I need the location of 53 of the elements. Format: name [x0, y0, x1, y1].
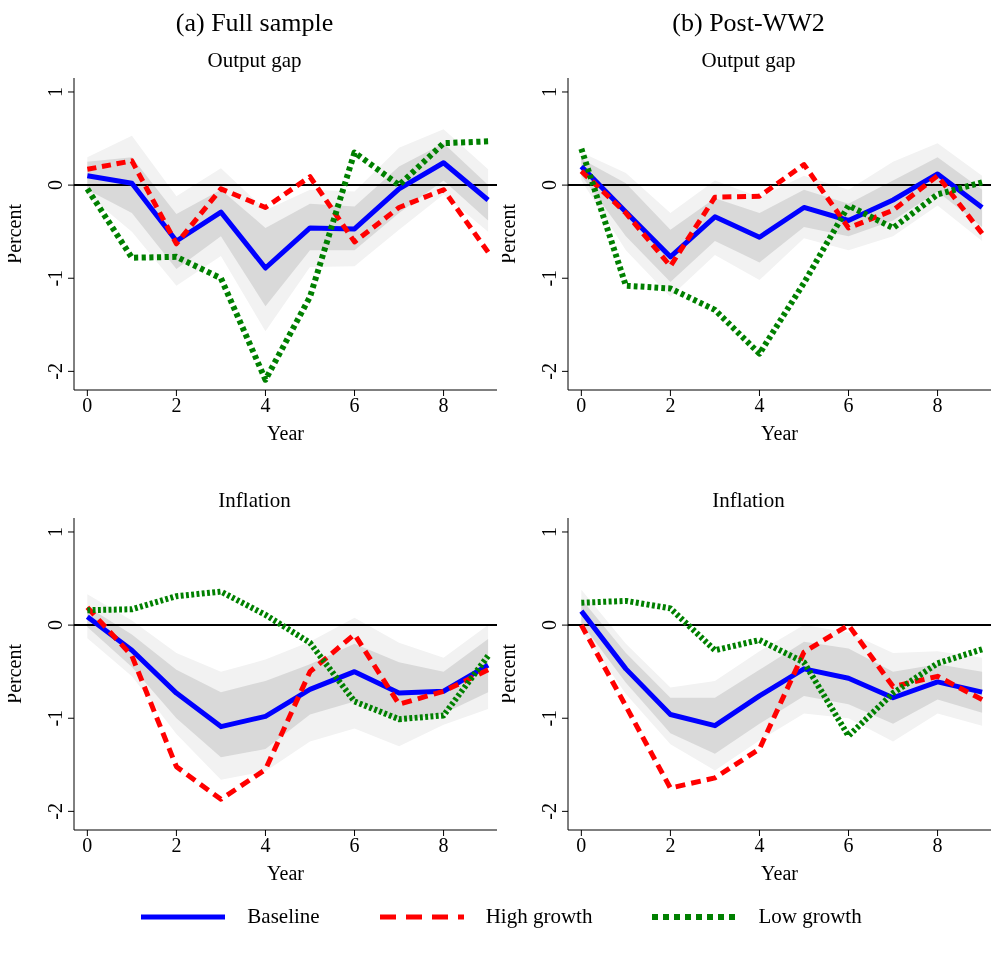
y-tick-label: -2	[538, 803, 560, 820]
x-axis-title: Year	[267, 862, 305, 884]
y-axis-title: Percent	[497, 643, 520, 704]
chart-title: Inflation	[217, 488, 292, 514]
chart-subtitle: (b) Post-WW2	[671, 8, 826, 39]
x-tick-label: 6	[843, 394, 854, 417]
x-tick-label: 8	[932, 394, 943, 417]
y-tick-label: -2	[44, 363, 66, 380]
x-tick-label: 4	[260, 834, 271, 857]
y-axis-title: Percent	[3, 203, 26, 264]
y-tick-label: -2	[44, 803, 66, 820]
x-tick-label: 4	[754, 834, 765, 857]
y-tick-label: -1	[538, 709, 560, 727]
x-tick-label: 2	[665, 394, 676, 417]
y-axis-title: Percent	[497, 203, 520, 264]
y-axis-title: Percent	[3, 643, 26, 704]
y-tick-label: -2	[538, 363, 560, 380]
x-axis-title: Year	[761, 862, 799, 884]
y-tick-label: 0	[538, 180, 560, 191]
y-tick-label: 1	[44, 526, 66, 537]
y-tick-label: 0	[44, 180, 66, 191]
legend-label: Baseline	[247, 904, 320, 929]
y-tick-label: -1	[44, 269, 66, 287]
y-tick-label: 0	[538, 620, 560, 631]
y-tick-label: 1	[538, 86, 560, 97]
chart-title: Inflation	[711, 488, 786, 514]
x-tick-label: 0	[82, 834, 93, 857]
x-tick-label: 6	[349, 394, 360, 417]
x-tick-label: 8	[932, 834, 943, 857]
x-tick-label: 2	[665, 834, 676, 857]
x-tick-label: 6	[349, 834, 360, 857]
x-tick-label: 4	[754, 394, 765, 417]
chart-subtitle: (a) Full sample	[174, 8, 335, 39]
x-tick-label: 8	[438, 834, 449, 857]
legend-label: High growth	[485, 904, 593, 929]
x-tick-label: 6	[843, 834, 854, 857]
y-tick-label: -1	[44, 709, 66, 727]
y-tick-label: 0	[44, 620, 66, 631]
y-tick-label: 1	[44, 86, 66, 97]
x-tick-label: 8	[438, 394, 449, 417]
x-tick-label: 2	[171, 834, 182, 857]
y-tick-label: -1	[538, 269, 560, 287]
x-tick-label: 4	[260, 394, 271, 417]
chart-title: Output gap	[206, 48, 303, 74]
chart-title: Output gap	[700, 48, 797, 74]
x-axis-title: Year	[761, 422, 799, 444]
x-tick-label: 0	[576, 834, 587, 857]
legend-label: Low growth	[758, 904, 862, 929]
x-tick-label: 2	[171, 394, 182, 417]
x-axis-title: Year	[267, 422, 305, 444]
x-tick-label: 0	[576, 394, 587, 417]
x-tick-label: 0	[82, 394, 93, 417]
y-tick-label: 1	[538, 526, 560, 537]
